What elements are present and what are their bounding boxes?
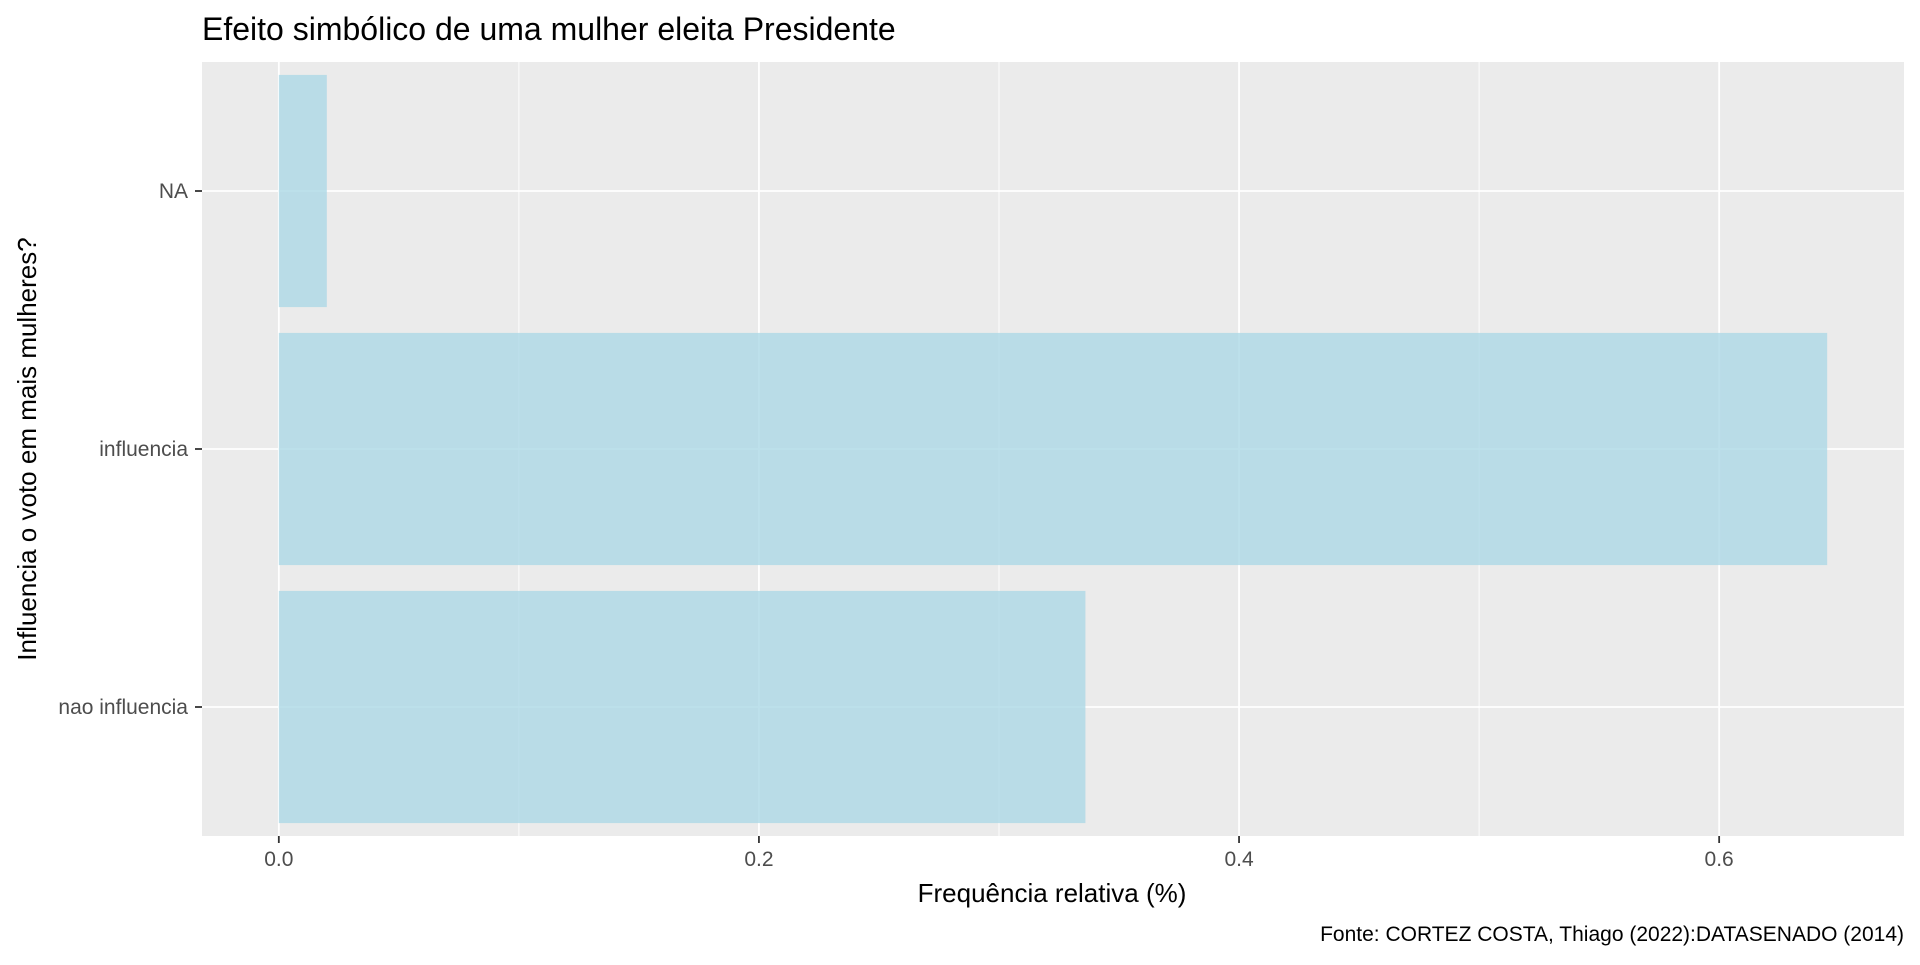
x-tick-label: 0.2	[744, 848, 773, 871]
y-axis-title: Influencia o voto em mais mulheres?	[12, 237, 42, 660]
caption: Fonte: CORTEZ COSTA, Thiago (2022):DATAS…	[1320, 923, 1904, 946]
y-tick-label: NA	[159, 180, 188, 203]
x-axis: 0.0 0.2 0.4 0.6	[264, 836, 1734, 871]
y-tick-label: influencia	[99, 438, 188, 461]
y-tick-label: nao influencia	[58, 696, 188, 719]
y-axis: NA influencia nao influencia	[58, 180, 202, 719]
bar-na	[278, 74, 327, 308]
bar-nao-influencia	[278, 590, 1086, 824]
x-axis-title: Frequência relativa (%)	[918, 878, 1187, 908]
chart-title: Efeito simbólico de uma mulher eleita Pr…	[202, 11, 896, 47]
x-tick-label: 0.4	[1224, 848, 1254, 871]
x-tick-label: 0.0	[264, 848, 293, 871]
bar-influencia	[278, 332, 1828, 566]
bars	[278, 74, 1828, 824]
x-tick-label: 0.6	[1705, 848, 1734, 871]
